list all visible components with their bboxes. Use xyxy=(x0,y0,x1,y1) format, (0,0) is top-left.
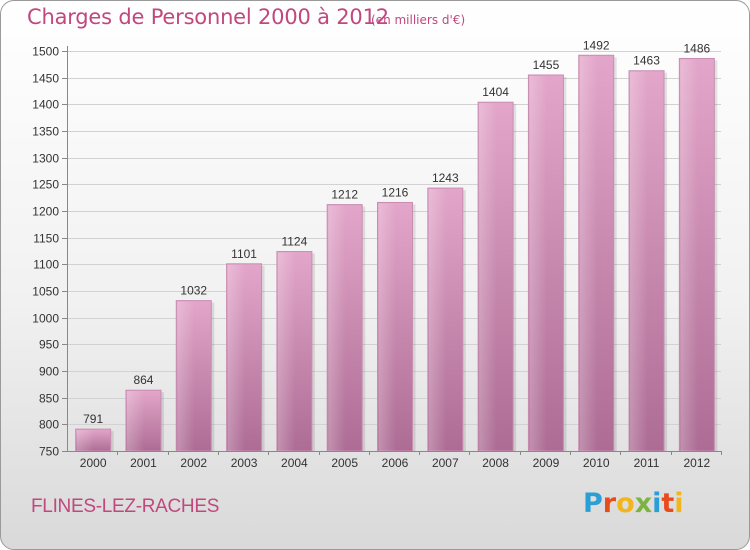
x-tick-label: 2003 xyxy=(231,456,258,470)
bar-highlight xyxy=(227,264,246,451)
bar-highlight xyxy=(177,301,195,451)
bars: 791 864 1032 1101 1124 1212 1216 1243 1404 1455 14… xyxy=(75,38,718,452)
bar-highlight xyxy=(277,252,296,451)
y-tick-label: 1450 xyxy=(32,72,59,86)
bar-value-label: 1032 xyxy=(180,284,207,298)
x-tick-label: 2009 xyxy=(533,456,560,470)
logo-letter: o xyxy=(616,488,635,519)
bar-highlight xyxy=(630,71,648,451)
chart-unit: (en milliers d'€) xyxy=(371,13,466,27)
logo-letter: i xyxy=(674,488,684,519)
bar-value-label: 1463 xyxy=(633,54,660,68)
x-tick-label: 2004 xyxy=(281,456,308,470)
y-tick-label: 1050 xyxy=(32,285,59,299)
bar-highlight xyxy=(428,189,447,452)
x-tick-label: 2011 xyxy=(634,456,660,470)
bar-value-label: 1492 xyxy=(583,38,610,52)
x-tick-label: 2012 xyxy=(683,456,710,470)
x-tick-label: 2005 xyxy=(331,456,358,470)
bar-value-label: 1101 xyxy=(231,247,257,261)
y-tick-label: 1200 xyxy=(32,205,59,219)
y-tick-label: 1100 xyxy=(33,258,59,272)
x-tick-label: 2010 xyxy=(583,456,610,470)
y-tick-label: 850 xyxy=(39,392,59,406)
bar-value-label: 1243 xyxy=(432,171,459,185)
y-tick-label: 1300 xyxy=(32,152,59,166)
bar-value-label: 1124 xyxy=(281,235,307,249)
bar-value-label: 1455 xyxy=(533,58,560,72)
logo-letter: x xyxy=(634,488,653,519)
bar-highlight xyxy=(680,59,698,451)
bar-value-label: 1216 xyxy=(382,185,409,199)
x-tick-label: 2001 xyxy=(130,456,157,470)
bar-value-label: 1212 xyxy=(331,188,358,202)
y-tick-label: 900 xyxy=(39,365,59,379)
logo-letter: i xyxy=(652,488,662,519)
bar-value-label: 791 xyxy=(83,412,103,426)
bar-value-label: 1404 xyxy=(482,85,509,99)
bar-highlight xyxy=(579,56,598,452)
x-axis: 2000 2001 2002 2003 2004 2005 2006 2007 2008 2009… xyxy=(67,451,722,470)
commune-name: FLINES-LEZ-RACHES xyxy=(31,496,220,517)
bar-highlight xyxy=(76,430,95,451)
y-tick-label: 800 xyxy=(39,418,59,432)
bar-value-label: 864 xyxy=(133,373,153,387)
x-tick-label: 2000 xyxy=(80,456,107,470)
chart-title: Charges de Personnel 2000 à 2012 xyxy=(27,5,389,29)
proxiti-logo: Proxiti xyxy=(583,488,684,519)
logo-letter: r xyxy=(602,488,617,519)
y-tick-label: 1000 xyxy=(32,312,59,326)
y-tick-label: 1400 xyxy=(32,98,59,112)
x-tick-label: 2007 xyxy=(432,456,459,470)
bar-highlight xyxy=(378,203,396,451)
y-tick-label: 750 xyxy=(39,445,59,459)
x-tick-label: 2008 xyxy=(482,456,509,470)
y-tick-label: 1150 xyxy=(33,232,59,246)
bar-highlight xyxy=(126,391,145,451)
y-tick-label: 1500 xyxy=(32,45,59,59)
x-tick-label: 2002 xyxy=(180,456,207,470)
logo-letter: P xyxy=(583,488,603,519)
logo-letter: t xyxy=(661,488,675,519)
bar-highlight xyxy=(328,205,346,451)
bar-highlight xyxy=(529,76,547,451)
y-tick-label: 1250 xyxy=(32,178,59,192)
bar-highlight xyxy=(479,103,497,451)
y-tick-label: 1350 xyxy=(32,125,59,139)
x-tick-label: 2006 xyxy=(382,456,409,470)
y-tick-label: 950 xyxy=(39,338,59,352)
y-axis: 750 800 850 900 950 1000 1050 1100 1150 1200 1250 1… xyxy=(32,45,68,459)
bar-value-label: 1486 xyxy=(683,41,710,55)
